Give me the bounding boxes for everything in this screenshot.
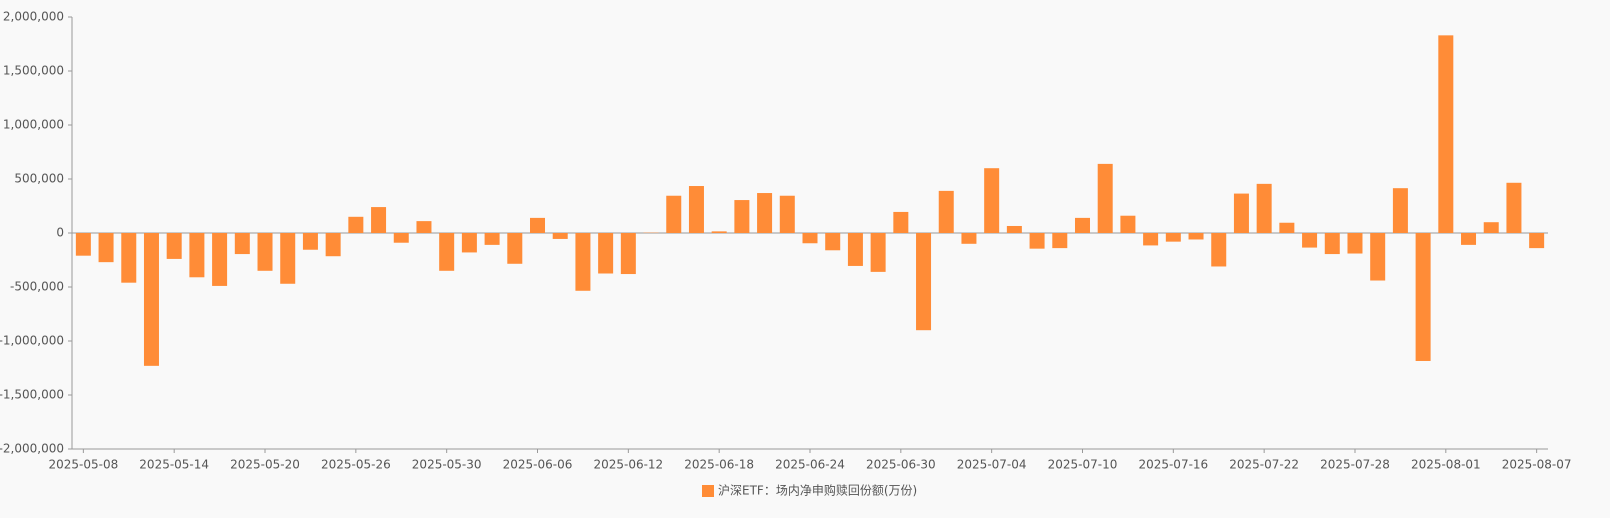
- bar: [1233, 193, 1249, 233]
- bar: [1279, 222, 1295, 233]
- bar: [575, 233, 591, 291]
- x-tick-label: 2025-05-26: [321, 458, 391, 472]
- x-tick-label: 2025-06-18: [684, 458, 754, 472]
- bar: [416, 221, 432, 233]
- bar: [371, 207, 387, 233]
- bar: [870, 233, 886, 272]
- y-tick-label: -1,500,000: [0, 388, 64, 402]
- bar: [1097, 163, 1113, 233]
- y-tick-label: 2,000,000: [3, 10, 64, 24]
- bar: [1506, 182, 1522, 233]
- bar: [393, 233, 409, 243]
- bar: [1483, 222, 1499, 233]
- bar: [166, 233, 182, 259]
- bar: [1347, 233, 1363, 254]
- y-tick-label: 1,000,000: [3, 118, 64, 132]
- bar: [325, 233, 341, 257]
- bar: [961, 233, 977, 244]
- bar: [121, 233, 137, 283]
- x-tick-label: 2025-05-08: [48, 458, 118, 472]
- x-tick-label: 2025-08-07: [1502, 458, 1572, 472]
- bar: [461, 233, 477, 253]
- bar: [439, 233, 455, 271]
- bar: [212, 233, 228, 286]
- bar: [711, 231, 727, 233]
- bar: [779, 195, 795, 233]
- y-tick-label: 500,000: [14, 172, 64, 186]
- bar: [1370, 233, 1386, 281]
- bar: [1120, 215, 1136, 233]
- bar: [189, 233, 205, 278]
- bar: [916, 233, 932, 331]
- x-tick-label: 2025-06-06: [503, 458, 573, 472]
- bar: [280, 233, 296, 284]
- bar: [1415, 233, 1431, 361]
- bar: [143, 233, 159, 366]
- bar: [688, 186, 704, 233]
- bar: [98, 233, 114, 263]
- x-tick-label: 2025-05-20: [230, 458, 300, 472]
- x-tick-label: 2025-05-14: [139, 458, 209, 472]
- x-tick-label: 2025-05-30: [412, 458, 482, 472]
- x-tick-label: 2025-07-10: [1048, 458, 1118, 472]
- bar: [1392, 188, 1408, 233]
- bar: [348, 216, 364, 233]
- bar: [1438, 35, 1454, 233]
- bar: [620, 233, 636, 275]
- bar: [802, 233, 818, 244]
- bar: [1324, 233, 1340, 255]
- bar: [1302, 233, 1318, 248]
- bar: [1256, 183, 1272, 233]
- bar: [825, 233, 841, 251]
- x-tick-label: 2025-07-04: [957, 458, 1027, 472]
- bar: [598, 233, 614, 274]
- x-tick-label: 2025-08-01: [1411, 458, 1481, 472]
- bar: [1143, 233, 1159, 246]
- bar: [847, 233, 863, 266]
- bar: [1029, 233, 1045, 249]
- legend-swatch[interactable]: [702, 485, 714, 497]
- y-tick-label: -500,000: [10, 280, 64, 294]
- bar: [530, 217, 546, 233]
- y-tick-label: 0: [56, 226, 64, 240]
- legend-label[interactable]: 沪深ETF：场内净申购赎回份额(万份): [718, 483, 917, 498]
- bar: [257, 233, 273, 271]
- bar: [666, 195, 682, 233]
- x-tick-label: 2025-07-28: [1320, 458, 1390, 472]
- y-tick-label: -2,000,000: [0, 442, 64, 456]
- bar: [984, 168, 1000, 233]
- bar: [734, 200, 750, 233]
- bar: [75, 233, 91, 256]
- y-tick-label: -1,000,000: [0, 334, 64, 348]
- x-tick-label: 2025-06-12: [593, 458, 663, 472]
- bar: [1529, 233, 1545, 249]
- bar: [757, 193, 773, 233]
- bar: [1188, 233, 1204, 240]
- bar: [552, 233, 568, 239]
- bar: [1074, 217, 1090, 233]
- bar: [1006, 225, 1022, 233]
- y-tick-label: 1,500,000: [3, 64, 64, 78]
- x-tick-label: 2025-07-22: [1229, 458, 1299, 472]
- bar: [234, 233, 250, 255]
- x-tick-label: 2025-07-16: [1138, 458, 1208, 472]
- bar: [1211, 233, 1227, 267]
- bar: [302, 233, 318, 250]
- bar: [1052, 233, 1068, 249]
- bar: [484, 233, 500, 245]
- bar: [938, 190, 954, 233]
- bar: [893, 211, 909, 233]
- bar: [1461, 233, 1477, 245]
- x-tick-label: 2025-06-24: [775, 458, 845, 472]
- bar: [507, 233, 523, 264]
- bar: [1165, 233, 1181, 242]
- x-tick-label: 2025-06-30: [866, 458, 936, 472]
